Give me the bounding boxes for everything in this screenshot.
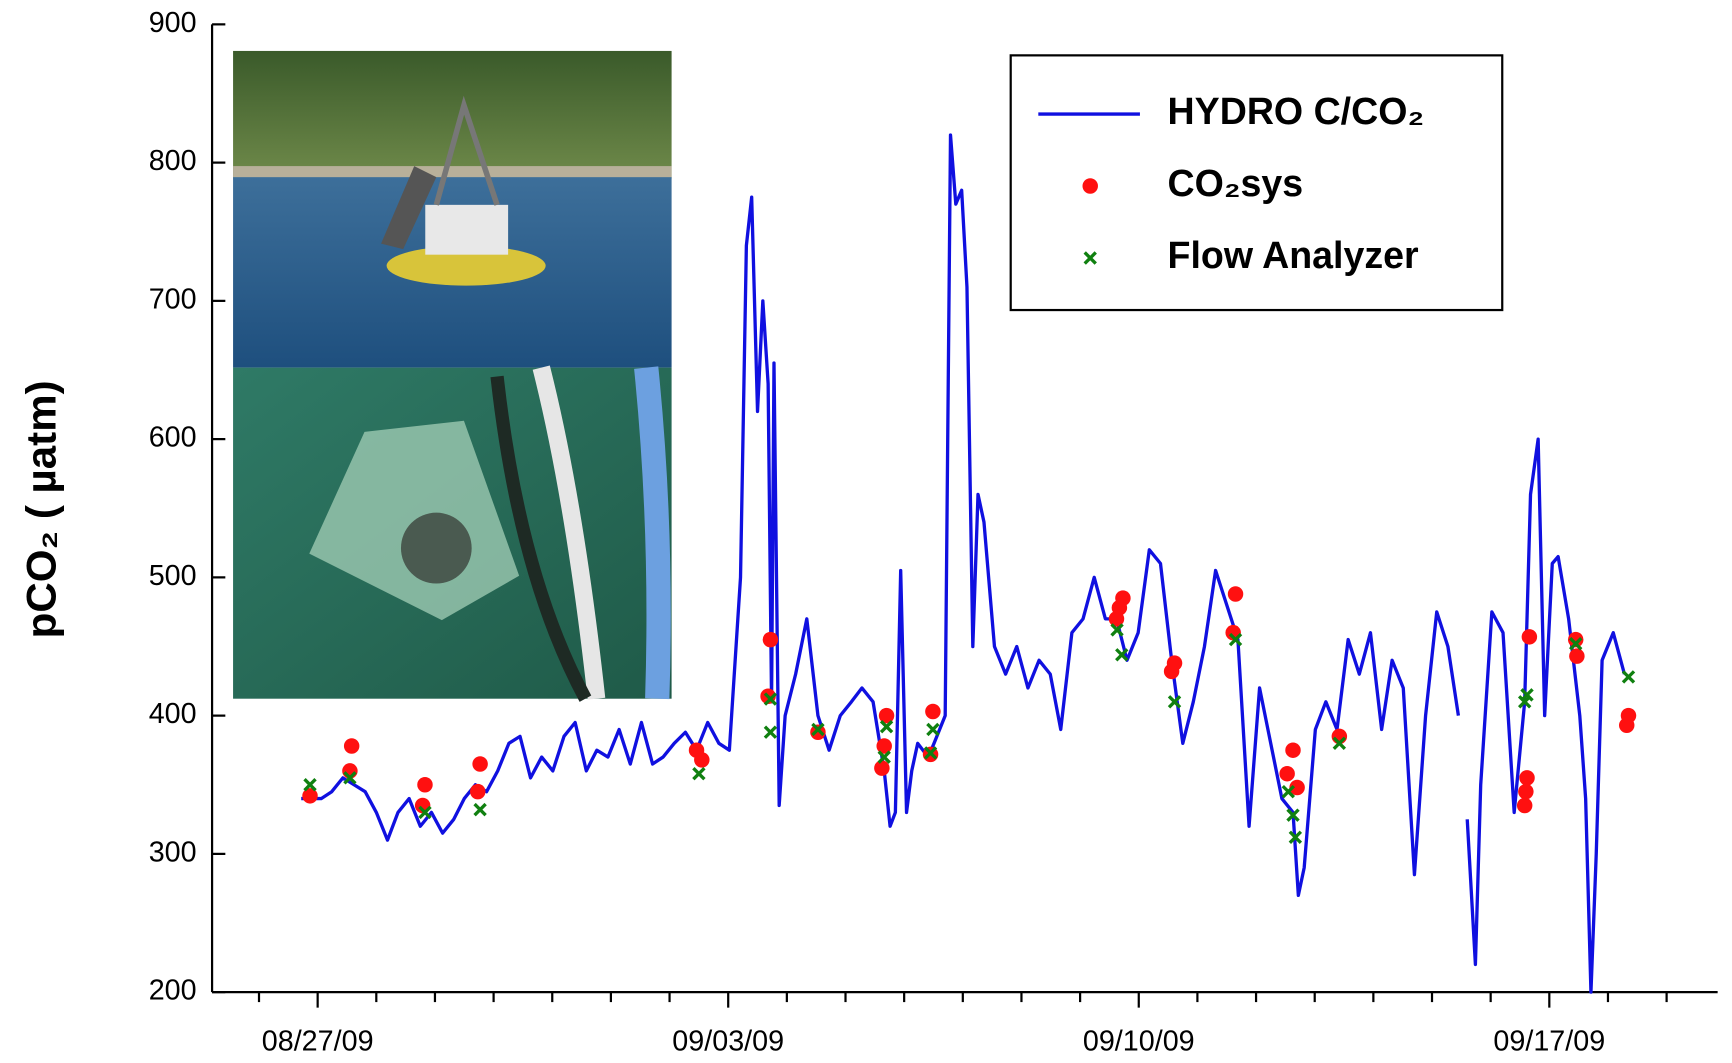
marker-x [475, 804, 486, 815]
y-tick-label: 900 [149, 7, 197, 39]
data-point [874, 760, 889, 776]
data-point [472, 756, 487, 772]
data-point [694, 752, 709, 768]
marker-x [1623, 671, 1634, 682]
data-point [470, 784, 485, 800]
legend-marker [1083, 178, 1098, 194]
legend-label: CO₂sys [1168, 162, 1304, 204]
y-tick-label: 500 [149, 560, 197, 592]
data-point [1115, 590, 1130, 606]
page: {"chart_data": { "type": "line", "y_labe… [0, 0, 1732, 1063]
x-tick-label: 09/10/09 [1083, 1026, 1195, 1058]
data-point [1279, 766, 1294, 782]
data-point [1621, 708, 1636, 724]
marker-x [927, 724, 938, 735]
legend: HYDRO C/CO₂ CO₂sys Flow Analyzer [1011, 55, 1503, 310]
data-point [1569, 648, 1584, 664]
y-axis-label: pCO₂ ( µatm) [17, 380, 64, 638]
marker-x [765, 727, 776, 738]
data-point [417, 777, 432, 793]
y-tick-label: 700 [149, 283, 197, 315]
data-point [810, 724, 825, 740]
y-tick-label: 200 [149, 975, 197, 1007]
data-point [763, 632, 778, 648]
chart: pCO₂ ( µatm) 200 300 400 500 600 700 800 900 08/… [0, 0, 1732, 1063]
data-point [1518, 784, 1533, 800]
data-point [925, 704, 940, 720]
data-point [344, 738, 359, 754]
data-point [1228, 586, 1243, 602]
y-tick-label: 300 [149, 836, 197, 868]
y-tick-label: 600 [149, 422, 197, 454]
data-point [1522, 629, 1537, 645]
legend-label: HYDRO C/CO₂ [1168, 90, 1425, 132]
marker-x [693, 768, 704, 779]
photo-inset [233, 51, 672, 699]
y-tick-label: 800 [149, 145, 197, 177]
data-point [1285, 742, 1300, 758]
data-point [1167, 655, 1182, 671]
data-point [1517, 798, 1532, 814]
data-point [1519, 770, 1534, 786]
legend-label: Flow Analyzer [1168, 234, 1419, 276]
x-tick-label: 09/03/09 [672, 1026, 784, 1058]
y-tick-label: 400 [149, 698, 197, 730]
x-tick-label: 09/17/09 [1493, 1026, 1605, 1058]
x-tick-label: 08/27/09 [262, 1026, 374, 1058]
